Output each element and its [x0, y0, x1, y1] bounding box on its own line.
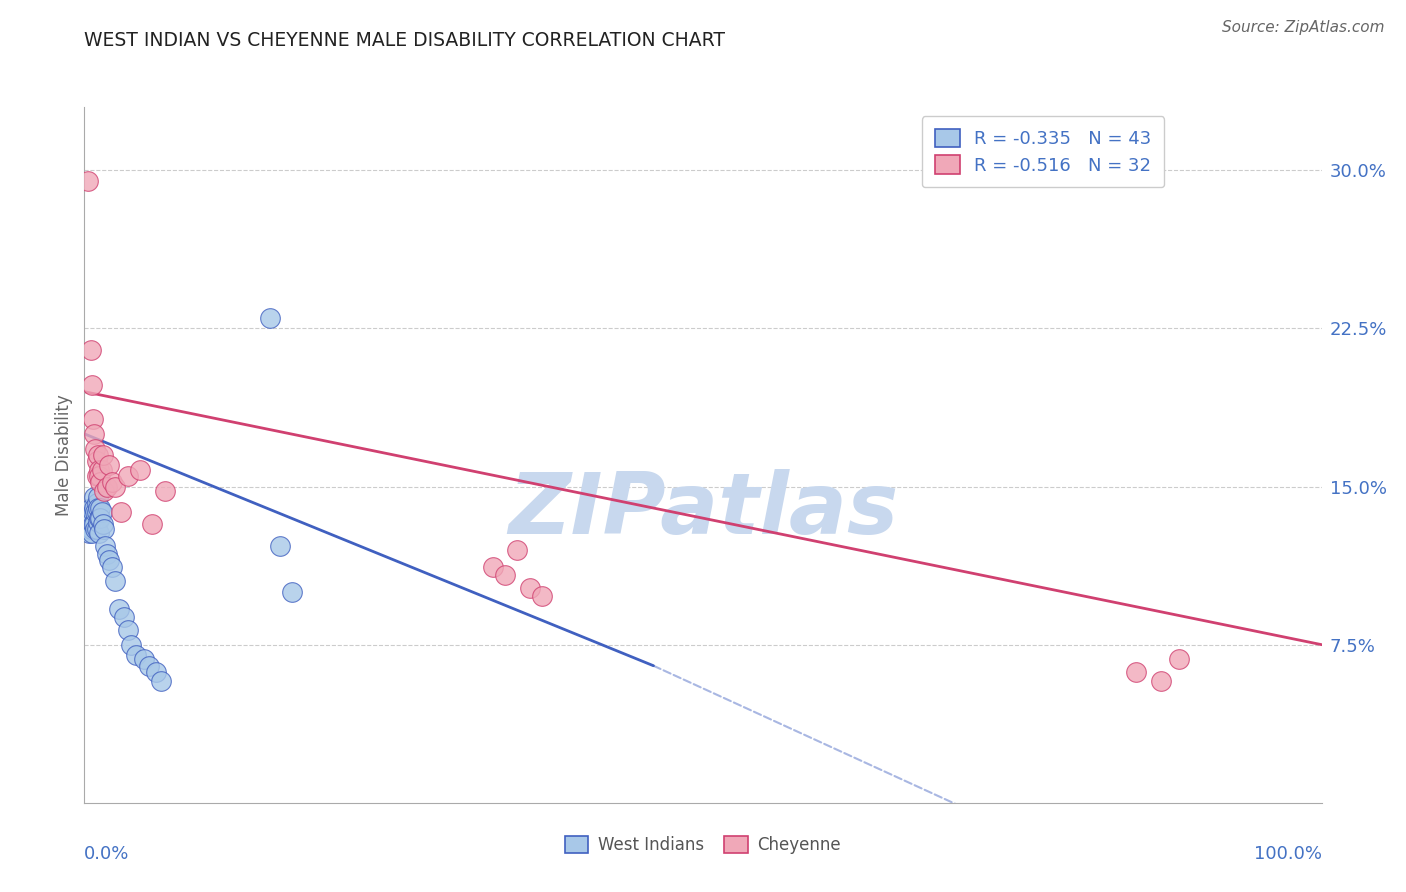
Point	[79, 525, 101, 540]
Point	[86, 469, 108, 483]
Point	[494, 568, 516, 582]
Point	[87, 516, 110, 530]
Point	[259, 310, 281, 325]
Point	[93, 522, 115, 536]
Point	[104, 479, 127, 493]
Text: 0.0%: 0.0%	[84, 845, 129, 863]
Point	[1168, 652, 1191, 666]
Point	[80, 511, 103, 525]
Point	[91, 448, 114, 462]
Point	[82, 517, 104, 532]
Point	[104, 574, 127, 589]
Point	[112, 610, 135, 624]
Point	[80, 378, 103, 392]
Point	[89, 475, 111, 490]
Point	[87, 500, 110, 515]
Point	[96, 479, 118, 493]
Point	[145, 665, 167, 679]
Point	[80, 525, 103, 540]
Point	[86, 496, 108, 510]
Point	[100, 475, 122, 490]
Point	[77, 511, 100, 525]
Point	[91, 517, 114, 532]
Point	[120, 638, 142, 652]
Point	[87, 448, 110, 462]
Point	[79, 522, 101, 536]
Point	[519, 581, 541, 595]
Text: WEST INDIAN VS CHEYENNE MALE DISABILITY CORRELATION CHART: WEST INDIAN VS CHEYENNE MALE DISABILITY …	[84, 31, 725, 50]
Point	[84, 522, 107, 536]
Point	[87, 490, 110, 504]
Point	[83, 426, 105, 441]
Point	[79, 343, 101, 357]
Point	[89, 463, 111, 477]
Point	[531, 589, 554, 603]
Point	[93, 483, 115, 498]
Point	[89, 500, 111, 515]
Point	[83, 500, 105, 515]
Point	[100, 559, 122, 574]
Point	[86, 522, 108, 536]
Point	[79, 500, 101, 515]
Legend: West Indians, Cheyenne: West Indians, Cheyenne	[558, 829, 848, 861]
Point	[117, 623, 139, 637]
Point	[153, 483, 176, 498]
Point	[89, 511, 111, 525]
Point	[82, 412, 104, 426]
Point	[1125, 665, 1147, 679]
Point	[108, 602, 131, 616]
Point	[83, 517, 105, 532]
Point	[89, 511, 111, 525]
Point	[1150, 673, 1173, 688]
Point	[90, 505, 112, 519]
Point	[98, 553, 121, 567]
Point	[90, 463, 112, 477]
Point	[129, 463, 152, 477]
Point	[77, 174, 100, 188]
Point	[117, 469, 139, 483]
Text: Source: ZipAtlas.com: Source: ZipAtlas.com	[1222, 20, 1385, 35]
Point	[82, 505, 104, 519]
Point	[125, 648, 148, 663]
Point	[86, 505, 108, 519]
Point	[89, 525, 111, 540]
Point	[110, 505, 132, 519]
Text: ZIPatlas: ZIPatlas	[508, 469, 898, 552]
Text: 100.0%: 100.0%	[1254, 845, 1322, 863]
Point	[98, 458, 121, 473]
Point	[506, 542, 529, 557]
Point	[84, 505, 107, 519]
Point	[481, 559, 503, 574]
Y-axis label: Male Disability: Male Disability	[55, 394, 73, 516]
Point	[96, 547, 118, 561]
Point	[83, 490, 105, 504]
Point	[138, 658, 160, 673]
Point	[269, 539, 291, 553]
Point	[86, 454, 108, 468]
Point	[132, 652, 155, 666]
Point	[281, 585, 304, 599]
Point	[89, 469, 111, 483]
Point	[84, 442, 107, 456]
Point	[141, 517, 163, 532]
Point	[94, 539, 117, 553]
Point	[150, 673, 173, 688]
